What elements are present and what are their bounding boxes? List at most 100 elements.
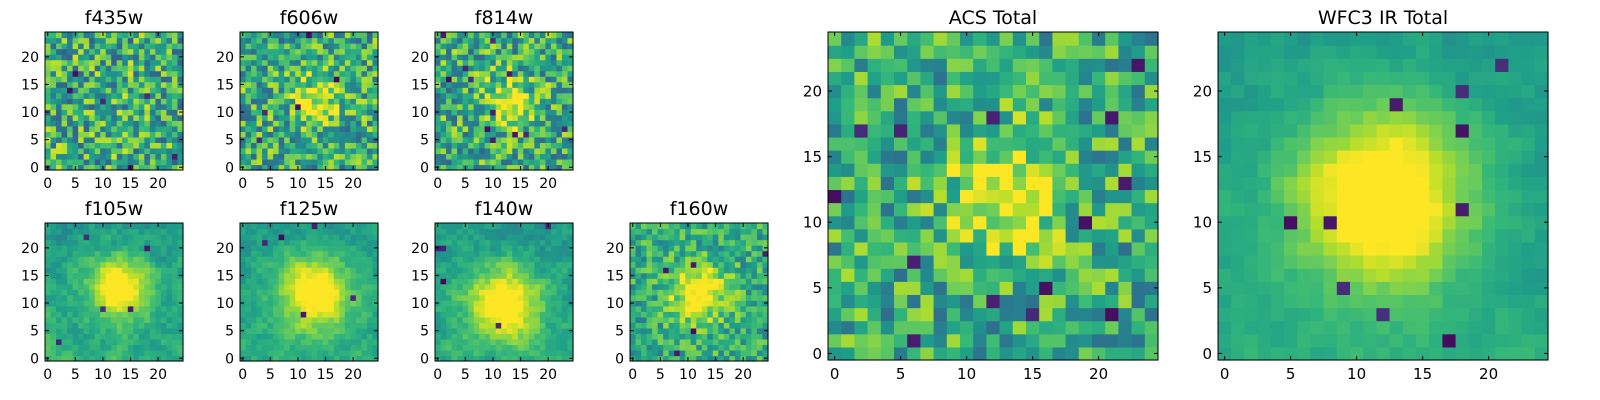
heatmap-cell [72, 294, 79, 301]
heatmap-cell [116, 48, 123, 55]
heatmap-cell [138, 305, 145, 312]
heatmap-cell [745, 283, 753, 290]
heatmap-cell [506, 256, 513, 263]
heatmap-cell [920, 150, 935, 164]
heatmap-cell [828, 320, 842, 335]
heatmap-cell [72, 311, 79, 318]
heatmap-cell [56, 261, 63, 268]
heatmap-cell [451, 311, 458, 318]
heatmap-cell [344, 272, 351, 279]
heatmap-cell [111, 103, 118, 110]
heatmap-cell [100, 261, 107, 268]
heatmap-cell [740, 344, 747, 351]
heatmap-cell [545, 261, 552, 268]
heatmap-cell [50, 234, 57, 241]
heatmap-cell [729, 239, 736, 246]
heatmap-cell [1118, 176, 1133, 191]
heatmap-cell [440, 333, 447, 340]
heatmap-cell [144, 250, 151, 257]
heatmap-cell [567, 48, 574, 55]
heatmap-cell [350, 43, 357, 50]
heatmap-cell [484, 109, 491, 116]
heatmap-cell [116, 239, 123, 246]
heatmap-cell [300, 228, 307, 235]
heatmap-cell [435, 48, 442, 55]
heatmap-cell [1105, 241, 1119, 256]
heatmap-cell [278, 76, 285, 83]
heatmap-cell [920, 215, 935, 230]
heatmap-cell [295, 272, 302, 279]
heatmap-cell [328, 355, 335, 362]
heatmap-cell [468, 153, 475, 160]
heatmap-cell [45, 344, 52, 351]
heatmap-cell [751, 355, 758, 362]
heatmap-cell [122, 142, 129, 149]
heatmap-cell [495, 59, 502, 66]
heatmap-cell [435, 147, 442, 155]
heatmap-cell [534, 349, 541, 357]
heatmap-cell [657, 305, 664, 312]
heatmap-cell [100, 98, 107, 105]
heatmap-cell [311, 300, 318, 307]
heatmap-cell [1131, 346, 1146, 361]
heatmap-cell [295, 158, 302, 166]
heatmap-cell [116, 322, 123, 329]
heatmap-cell [841, 255, 855, 269]
heatmap-cell [712, 311, 719, 318]
heatmap-cell [251, 278, 258, 285]
heatmap-cell [56, 245, 63, 252]
heatmap-cell [999, 163, 1014, 177]
heatmap-cell [462, 125, 469, 132]
heatmap-cell [344, 245, 351, 252]
heatmap-cell [300, 245, 307, 252]
heatmap-cell [446, 131, 453, 138]
heatmap-cell [756, 256, 764, 263]
heatmap-cell [696, 223, 703, 230]
heatmap-cell [534, 327, 541, 334]
heatmap-cell [339, 98, 346, 105]
heatmap-cell [278, 81, 285, 88]
heatmap-cell [641, 349, 648, 357]
heatmap-cell [517, 349, 524, 357]
heatmap-cell [149, 158, 156, 166]
heatmap-cell [561, 300, 569, 307]
heatmap-cell [350, 322, 357, 329]
heatmap-cell [440, 65, 447, 72]
heatmap-cell [94, 32, 101, 39]
heatmap-cell [245, 37, 252, 44]
heatmap-cell [523, 256, 530, 263]
heatmap-cell [361, 158, 368, 166]
heatmap-cell [240, 37, 247, 44]
heatmap-cell [652, 228, 659, 235]
heatmap-cell [745, 289, 753, 296]
heatmap-cell [685, 344, 692, 351]
heatmap-cell [528, 147, 535, 155]
heatmap-cell [550, 333, 558, 340]
heatmap-cell [435, 70, 442, 77]
heatmap-cell [484, 311, 491, 318]
heatmap-cell [545, 234, 552, 241]
heatmap-cell [462, 333, 469, 340]
heatmap-cell [440, 76, 447, 83]
panel-title: f140w [475, 198, 534, 220]
axes-frame [239, 222, 379, 362]
heatmap-cell [468, 98, 475, 105]
heatmap-cell [160, 158, 168, 166]
heatmap-cell [317, 272, 324, 279]
heatmap-cell [828, 333, 842, 348]
heatmap-cell [306, 125, 313, 132]
heatmap-cell [361, 65, 368, 72]
heatmap-cell [933, 307, 948, 322]
heatmap-cell [289, 76, 296, 83]
heatmap-cell [94, 267, 101, 274]
heatmap-cell [328, 109, 335, 116]
heatmap-cell [361, 294, 368, 301]
heatmap-cell [333, 267, 340, 274]
heatmap-cell [451, 103, 458, 110]
heatmap-cell [545, 333, 552, 340]
heatmap-cell [999, 307, 1014, 322]
heatmap-cell [333, 125, 340, 132]
heatmap-cell [355, 37, 363, 44]
heatmap-cell [262, 131, 269, 138]
heatmap-cell [138, 142, 145, 149]
